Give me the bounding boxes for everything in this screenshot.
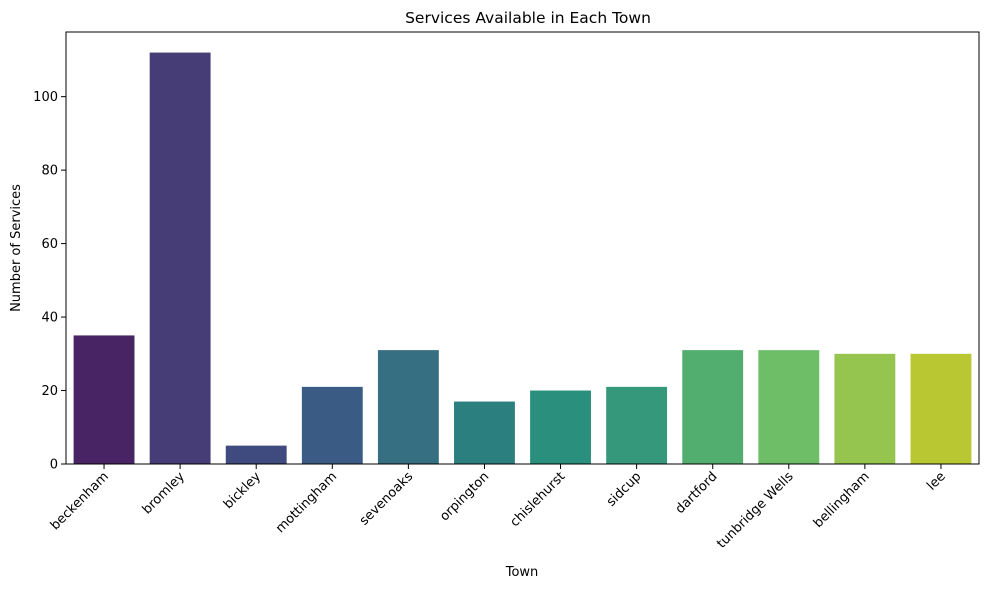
bar-orpington (454, 401, 515, 464)
y-axis-label: Number of Services (9, 184, 24, 312)
y-tick-label: 0 (50, 458, 58, 473)
plot-frame (65, 31, 980, 465)
x-tick-label: chislehurst (508, 469, 569, 530)
bar-bellingham (834, 353, 896, 464)
y-tick-label: 40 (41, 311, 58, 326)
bar-lee (910, 353, 972, 464)
bars-group (73, 52, 972, 464)
x-tick-label: dartford (673, 469, 721, 517)
chart-title: Services Available in Each Town (405, 9, 651, 27)
bar-mottingham (301, 386, 363, 464)
x-tick-label: orpington (437, 469, 492, 524)
bar-beckenham (73, 335, 135, 464)
bar-bromley (149, 52, 211, 464)
x-tick-label: mottingham (273, 469, 340, 536)
x-tick-label: bickley (221, 469, 264, 512)
y-tick-label: 60 (41, 237, 58, 252)
bar-sidcup (606, 386, 668, 464)
bar-dartford (682, 350, 744, 464)
y-tick-label: 100 (33, 90, 58, 105)
bar-tunbridge-wells (758, 350, 820, 464)
x-tick-label: sevenoaks (357, 469, 417, 529)
x-tick-label: bromley (140, 469, 188, 517)
x-tick-label: tunbridge Wells (714, 469, 797, 552)
y-tick-label: 80 (41, 164, 58, 179)
bar-sevenoaks (377, 350, 439, 464)
bar-chislehurst (530, 390, 591, 464)
y-tick-label: 20 (41, 384, 58, 399)
x-axis-label: Town (505, 565, 539, 580)
x-axis: beckenham bromley bickley mottingham sevenoa… (48, 464, 949, 552)
x-tick-label: bellingham (811, 469, 873, 531)
x-tick-label: sidcup (604, 469, 645, 510)
bar-bickley (225, 445, 287, 464)
x-tick-label: lee (924, 469, 948, 493)
y-axis: 0 20 40 60 80 100 (33, 90, 66, 473)
x-tick-label: beckenham (48, 469, 112, 533)
